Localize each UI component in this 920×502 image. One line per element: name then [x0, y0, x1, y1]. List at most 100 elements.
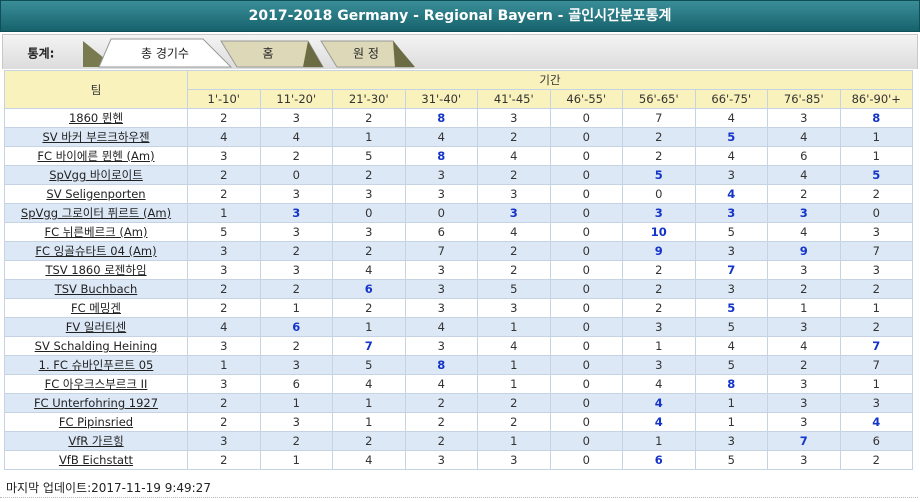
team-cell: SV Seligenporten [4, 184, 188, 204]
goal-count: 0 [549, 146, 623, 166]
goal-count: 6 [332, 279, 406, 299]
goal-count: 0 [259, 165, 333, 185]
goal-count: 3 [332, 222, 406, 242]
team-cell: TSV Buchbach [4, 279, 188, 299]
team-link[interactable]: VfR 가르힝 [68, 434, 124, 448]
goal-count: 0 [549, 450, 623, 470]
team-link[interactable]: TSV 1860 로젠하임 [45, 263, 147, 277]
goal-count: 2 [404, 431, 478, 451]
goal-count: 0 [549, 412, 623, 432]
team-link[interactable]: FV 일러티센 [65, 320, 127, 334]
team-link[interactable]: TSV Buchbach [54, 282, 138, 296]
table-head: 팀 기간 1'-10' 11'-20' 21'-30' 31'-40' 41'-45' 4… [4, 70, 913, 109]
goal-count: 1 [332, 393, 406, 413]
team-header: 팀 [4, 70, 188, 109]
team-link[interactable]: FC Pipinsried [58, 415, 134, 429]
column-header: 46'-55' [549, 89, 623, 109]
goal-count: 0 [549, 431, 623, 451]
goal-count: 1 [259, 393, 333, 413]
goal-count: 3 [187, 241, 261, 261]
team-link[interactable]: SpVgg 바이로이트 [49, 168, 143, 182]
goal-count: 2 [477, 165, 551, 185]
goal-count: 3 [187, 146, 261, 166]
team-link[interactable]: 1860 뮌헨 [68, 111, 124, 125]
team-link[interactable]: SpVgg 그로이터 퓌르트 (Am) [20, 206, 172, 220]
table-row: SV Schalding Heining 3 2 7 3 4 0 1 4 4 7 [4, 336, 913, 356]
goal-count: 3 [259, 203, 333, 223]
table-row: FC 메밍겐 2 1 2 3 3 0 2 5 1 1 [4, 298, 913, 318]
goal-count: 2 [332, 431, 406, 451]
team-cell: FC 뉘른베르크 (Am) [4, 222, 188, 242]
team-link[interactable]: SV 바커 부르크하우젠 [42, 130, 150, 144]
goal-count: 3 [404, 298, 478, 318]
goal-count: 1 [332, 412, 406, 432]
team-link[interactable]: FC 잉골슈타트 04 (Am) [35, 244, 157, 258]
tab-active[interactable] [98, 38, 233, 68]
team-link[interactable]: FC 아우크스부르크 II [44, 377, 148, 391]
goal-count: 2 [404, 412, 478, 432]
team-link[interactable]: 1. FC 슈바인푸르트 05 [38, 358, 154, 372]
team-cell: SpVgg 바이로이트 [4, 165, 188, 185]
goal-count: 2 [187, 165, 261, 185]
tab-label: 통계: [28, 46, 55, 61]
goal-count: 7 [839, 336, 913, 356]
goal-count: 4 [767, 165, 841, 185]
team-link[interactable]: FC 뉘른베르크 (Am) [44, 225, 148, 239]
team-cell: SV Schalding Heining [4, 336, 188, 356]
tab-text[interactable]: 총 경기수 [141, 47, 189, 61]
goal-count: 7 [332, 336, 406, 356]
goal-count: 4 [332, 450, 406, 470]
goal-count: 0 [549, 279, 623, 299]
goal-count: 3 [839, 222, 913, 242]
goal-count: 3 [622, 317, 696, 337]
goal-count: 4 [767, 127, 841, 147]
table-row: VfB Eichstatt 2 1 4 3 3 0 6 5 3 2 [4, 450, 913, 470]
goal-count: 3 [259, 412, 333, 432]
goal-count: 0 [549, 298, 623, 318]
goal-count: 2 [332, 108, 406, 128]
team-cell: FV 일러티센 [4, 317, 188, 337]
tab-text[interactable]: 홈 [262, 47, 273, 61]
goal-count: 0 [549, 203, 623, 223]
goal-count: 4 [694, 184, 768, 204]
team-link[interactable]: VfB Eichstatt [58, 453, 134, 467]
goal-count: 9 [622, 241, 696, 261]
goal-count: 2 [332, 298, 406, 318]
goal-count: 0 [622, 184, 696, 204]
goal-count: 2 [622, 279, 696, 299]
team-cell: FC 바이에른 뮌헨 (Am) [4, 146, 188, 166]
goal-count: 2 [404, 393, 478, 413]
team-link[interactable]: FC 메밍겐 [70, 301, 122, 315]
goal-count: 4 [332, 374, 406, 394]
last-updated: 마지막 업데이트:2017-11-19 9:49:27 [6, 481, 211, 495]
team-link[interactable]: SV Seligenporten [46, 187, 146, 201]
column-header: 31'-40' [404, 89, 478, 109]
goal-count: 4 [259, 127, 333, 147]
goal-count: 3 [404, 279, 478, 299]
team-cell: 1860 뮌헨 [4, 108, 188, 128]
team-link[interactable]: FC 바이에른 뮌헨 (Am) [37, 149, 155, 163]
table-row: 1860 뮌헨 2 3 2 8 3 0 7 4 3 8 [4, 108, 913, 128]
goal-count: 3 [187, 431, 261, 451]
goal-count: 7 [839, 241, 913, 261]
goal-count: 9 [767, 241, 841, 261]
divider [0, 497, 918, 498]
goal-count: 5 [187, 222, 261, 242]
goal-count: 4 [622, 374, 696, 394]
table-row: SpVgg 바이로이트 2 0 2 3 2 0 5 3 4 5 [4, 165, 913, 185]
goal-count: 7 [404, 241, 478, 261]
goal-count: 3 [694, 431, 768, 451]
goal-count: 5 [694, 127, 768, 147]
table-row: FC 잉골슈타트 04 (Am) 3 2 2 7 2 0 9 3 9 7 [4, 241, 913, 261]
goal-count: 4 [622, 393, 696, 413]
goal-count: 2 [332, 241, 406, 261]
team-link[interactable]: SV Schalding Heining [34, 339, 158, 353]
team-link[interactable]: FC Unterfohring 1927 [33, 396, 159, 410]
table-row: FC 아우크스부르크 II 3 6 4 4 1 0 4 8 3 1 [4, 374, 913, 394]
table-row: SpVgg 그로이터 퓌르트 (Am) 1 3 0 0 3 0 3 3 3 0 [4, 203, 913, 223]
goal-count: 1 [622, 336, 696, 356]
goal-count: 4 [839, 412, 913, 432]
goal-count: 4 [332, 260, 406, 280]
tab-text[interactable]: 원 정 [353, 47, 379, 61]
goal-count: 2 [259, 146, 333, 166]
